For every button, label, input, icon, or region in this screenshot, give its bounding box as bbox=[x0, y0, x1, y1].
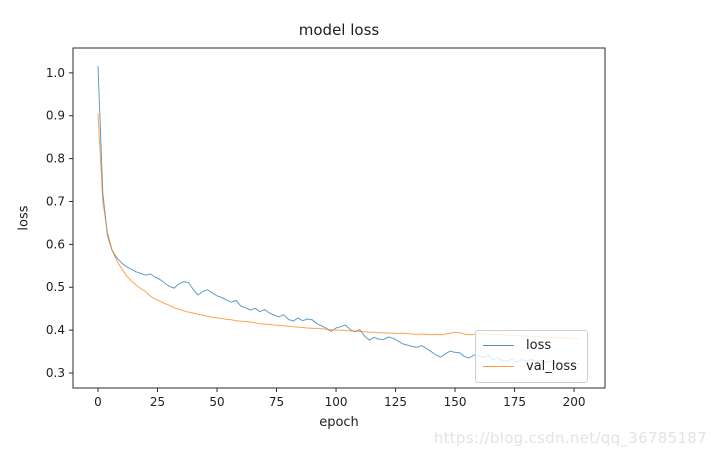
y-tick-label: 0.9 bbox=[46, 109, 65, 123]
y-tick-label: 0.7 bbox=[46, 194, 65, 208]
x-tick-label: 0 bbox=[94, 395, 102, 409]
x-tick-label: 150 bbox=[444, 395, 467, 409]
legend-label-loss: loss bbox=[526, 338, 552, 353]
x-tick-label: 75 bbox=[269, 395, 284, 409]
x-tick-label: 25 bbox=[150, 395, 165, 409]
x-tick-label: 175 bbox=[503, 395, 526, 409]
y-tick-label: 0.4 bbox=[46, 323, 65, 337]
y-tick-label: 0.8 bbox=[46, 152, 65, 166]
chart-title: model loss bbox=[298, 21, 380, 39]
x-tick-label: 50 bbox=[209, 395, 224, 409]
x-axis-label: epoch bbox=[319, 415, 359, 430]
legend-row-loss: loss bbox=[483, 335, 579, 356]
x-tick-label: 200 bbox=[563, 395, 586, 409]
legend-label-val-loss: val_loss bbox=[526, 359, 577, 374]
y-tick-label: 0.6 bbox=[46, 237, 65, 251]
y-axis-label: loss bbox=[16, 205, 32, 231]
plot-border bbox=[72, 47, 606, 389]
legend-row-val-loss: val_loss bbox=[483, 356, 579, 377]
watermark-text: https://blog.csdn.net/qq_36785187 bbox=[433, 429, 707, 447]
y-tick-label: 1.0 bbox=[46, 66, 65, 80]
loss-line-swatch bbox=[483, 345, 514, 346]
y-tick-label: 0.5 bbox=[46, 280, 65, 294]
series-line-val_loss bbox=[97, 113, 580, 340]
series-line-loss bbox=[97, 65, 580, 366]
x-tick-label: 125 bbox=[384, 395, 407, 409]
val-loss-line-swatch bbox=[483, 366, 514, 367]
x-tick-label: 100 bbox=[325, 395, 348, 409]
y-tick-label: 0.3 bbox=[46, 366, 65, 380]
legend: loss val_loss bbox=[475, 330, 588, 383]
